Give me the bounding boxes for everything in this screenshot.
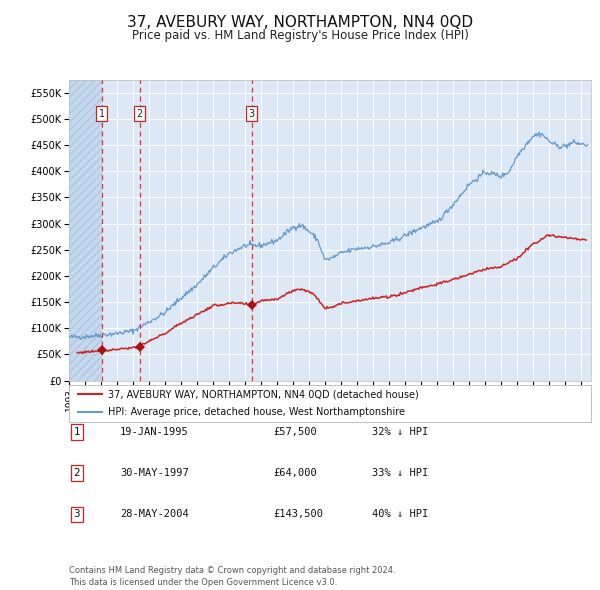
Text: £57,500: £57,500 [273, 427, 317, 437]
Text: Contains HM Land Registry data © Crown copyright and database right 2024.
This d: Contains HM Land Registry data © Crown c… [69, 566, 395, 587]
Text: 3: 3 [73, 510, 80, 519]
Text: HPI: Average price, detached house, West Northamptonshire: HPI: Average price, detached house, West… [108, 407, 405, 417]
Text: £143,500: £143,500 [273, 510, 323, 519]
Text: 1: 1 [73, 427, 80, 437]
Text: 32% ↓ HPI: 32% ↓ HPI [372, 427, 428, 437]
Text: Price paid vs. HM Land Registry's House Price Index (HPI): Price paid vs. HM Land Registry's House … [131, 30, 469, 42]
Text: 40% ↓ HPI: 40% ↓ HPI [372, 510, 428, 519]
Text: 37, AVEBURY WAY, NORTHAMPTON, NN4 0QD (detached house): 37, AVEBURY WAY, NORTHAMPTON, NN4 0QD (d… [108, 389, 419, 399]
Bar [69, 80, 102, 381]
Text: 1: 1 [99, 109, 105, 119]
Text: 2: 2 [136, 109, 143, 119]
Text: 37, AVEBURY WAY, NORTHAMPTON, NN4 0QD: 37, AVEBURY WAY, NORTHAMPTON, NN4 0QD [127, 15, 473, 30]
Text: 19-JAN-1995: 19-JAN-1995 [120, 427, 189, 437]
Text: 28-MAY-2004: 28-MAY-2004 [120, 510, 189, 519]
Text: 2: 2 [73, 468, 80, 478]
Text: £64,000: £64,000 [273, 468, 317, 478]
Text: 30-MAY-1997: 30-MAY-1997 [120, 468, 189, 478]
Text: 33% ↓ HPI: 33% ↓ HPI [372, 468, 428, 478]
Text: 3: 3 [248, 109, 255, 119]
